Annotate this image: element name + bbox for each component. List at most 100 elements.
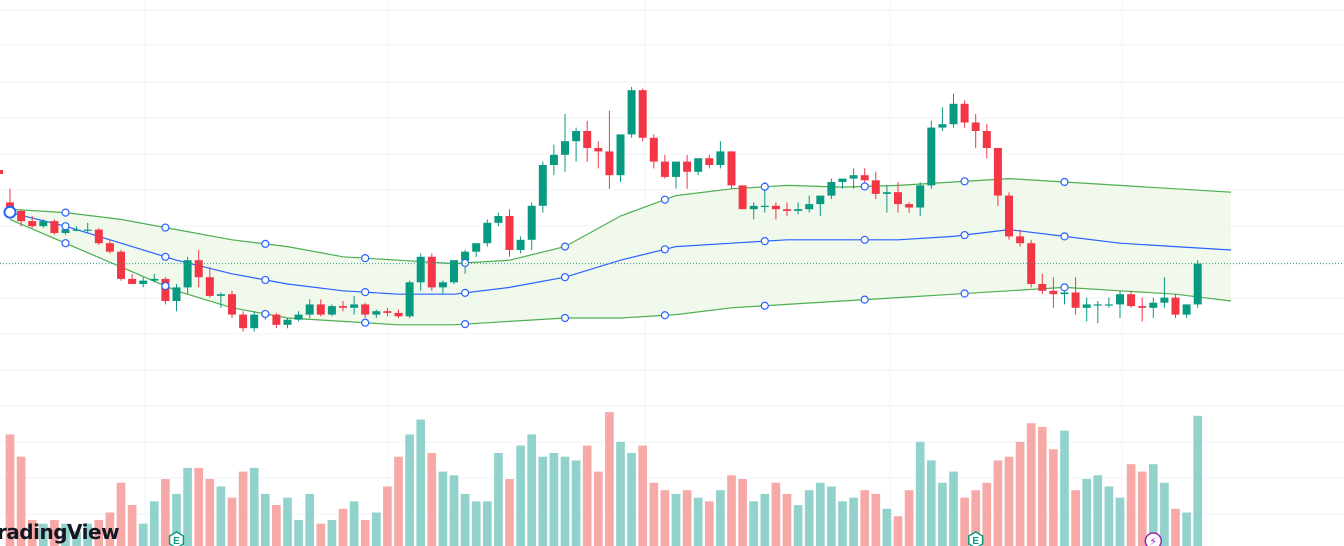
candle [505, 209, 514, 257]
candle [694, 158, 703, 176]
band-anchor-point [61, 208, 70, 217]
candle [727, 151, 736, 189]
brand-logo: TradingView [0, 520, 120, 544]
candle-body [871, 180, 880, 194]
volume-bar [560, 456, 570, 546]
band-anchor-point [261, 239, 270, 248]
volume-bar [1104, 486, 1114, 546]
volume-bar [1148, 464, 1158, 546]
band-anchor-point [760, 182, 769, 191]
candle-body [150, 278, 159, 281]
volume-bar [760, 493, 770, 546]
candle [738, 185, 747, 210]
candle-body [461, 251, 470, 261]
candle [549, 144, 558, 176]
volume-bar [749, 501, 759, 546]
candle [1127, 290, 1136, 308]
candle-body [927, 127, 936, 186]
candle [805, 195, 814, 213]
candle [960, 100, 969, 128]
candle-body [405, 282, 414, 317]
candles[interactable] [6, 86, 1202, 332]
candle [1049, 277, 1058, 308]
volume-bar [671, 493, 681, 546]
candle [139, 277, 148, 288]
candle-body [39, 221, 48, 227]
candle [638, 88, 647, 142]
candle [316, 299, 325, 317]
candle [283, 318, 292, 329]
candle [1027, 239, 1036, 288]
candle-body [505, 216, 514, 250]
volume-bar [1093, 475, 1103, 546]
volume-bar [1137, 471, 1147, 546]
volume-bar [294, 519, 303, 546]
event-markers[interactable]: E E ⚡ [168, 531, 1163, 546]
candle [216, 292, 225, 308]
candle-body [594, 148, 603, 152]
candle [1193, 260, 1202, 308]
candle [416, 253, 425, 291]
candle [39, 219, 48, 228]
candle [538, 161, 547, 213]
volume-bar [815, 482, 825, 546]
candle [83, 222, 92, 233]
volume-bar [704, 501, 714, 546]
band-anchor-point [960, 177, 969, 186]
band-anchor-point [660, 195, 670, 204]
candle-body [938, 124, 947, 128]
candle-body [228, 294, 236, 315]
candle-body [372, 311, 381, 315]
band-anchor-point [660, 245, 670, 254]
volume-bar [260, 493, 270, 546]
candle-body [660, 161, 669, 177]
candle-body [993, 148, 1002, 196]
band-anchor-point [760, 301, 769, 310]
band-anchor-point [960, 289, 969, 298]
candle [1038, 273, 1047, 295]
candle-body [283, 319, 292, 325]
volume-bar [238, 471, 248, 546]
volume-bar [272, 505, 281, 546]
candle-body [549, 154, 558, 165]
band-anchor-point [361, 288, 370, 297]
candle [483, 219, 492, 247]
candle [305, 299, 314, 318]
candle [993, 148, 1002, 206]
candle [372, 309, 381, 318]
volume-bar [782, 493, 792, 546]
volume-bar [505, 479, 514, 546]
candle-body [128, 278, 137, 284]
volume-bar [827, 486, 836, 546]
candle [427, 253, 436, 291]
candle-body [616, 134, 625, 176]
volume-bar [804, 490, 814, 546]
band-lower-line [9, 218, 1232, 326]
volume-bar [693, 497, 703, 546]
band-anchor-points[interactable] [3, 177, 1069, 329]
candle [383, 307, 392, 317]
volume-bar [549, 453, 559, 546]
volume-bar [471, 501, 481, 546]
volume-bar [538, 456, 548, 546]
candle-body [1149, 302, 1158, 308]
candle-body [749, 205, 758, 210]
candle-body [472, 243, 481, 252]
volume-bar [5, 434, 15, 546]
volume-bar [516, 445, 525, 546]
candle-body [61, 229, 70, 233]
volume-bar [571, 460, 581, 546]
candle-body [716, 151, 725, 165]
band-anchor-point [560, 242, 570, 251]
candle [28, 216, 37, 228]
candle [938, 107, 947, 131]
volume-bar [360, 519, 370, 546]
candle [1160, 277, 1169, 308]
candle [450, 260, 458, 284]
candle-body [683, 161, 692, 172]
volume-bar [960, 497, 969, 546]
band-anchor-point [1060, 177, 1069, 187]
candle-body [672, 161, 680, 177]
